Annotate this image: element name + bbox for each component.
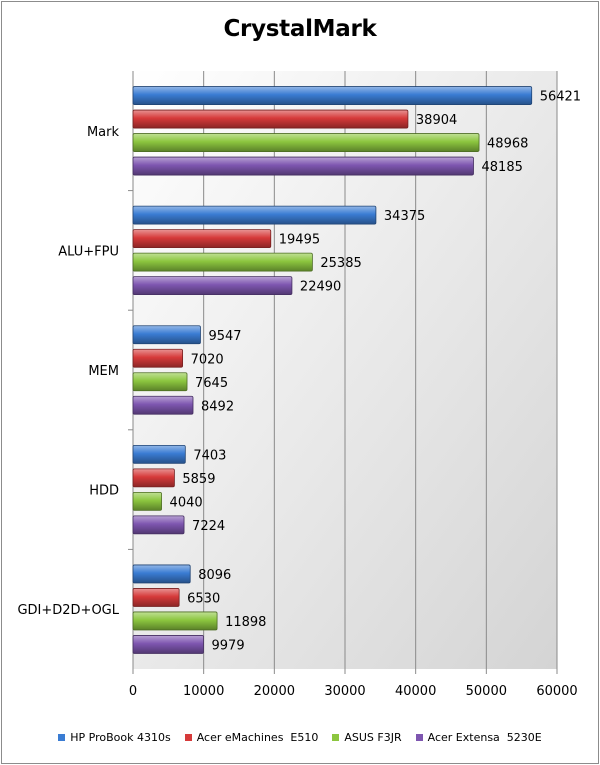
category-label: HDD	[89, 484, 119, 499]
legend-item-acer-emachines-e510: Acer eMachines E510	[184, 731, 319, 744]
data-label: 48185	[482, 160, 523, 175]
data-label: 56421	[540, 90, 581, 105]
x-tick-label: 30000	[324, 684, 365, 699]
data-label: 25385	[320, 256, 361, 271]
bar-alu-fpu-acer-emachines-e510	[132, 229, 272, 249]
bar-alu-fpu-asus-f3jr	[132, 252, 313, 272]
x-tick-label: 40000	[395, 684, 436, 699]
legend-label: HP ProBook 4310s	[70, 731, 171, 744]
bar-mem-acer-extensa-5230e	[132, 395, 194, 415]
data-label: 5859	[182, 472, 215, 487]
data-label: 19495	[279, 233, 320, 248]
category-label: MEM	[88, 364, 119, 379]
bar-gdi-d2d-ogl-acer-extensa-5230e	[132, 635, 204, 654]
data-label: 9547	[208, 329, 241, 344]
bar-gdi-d2d-ogl-hp-probook-4310s	[132, 564, 191, 584]
data-label: 4040	[170, 495, 203, 510]
data-label: 11898	[225, 615, 266, 630]
bar-gdi-d2d-ogl-asus-f3jr	[132, 611, 218, 631]
legend-item-hp-probook-4310s: HP ProBook 4310s	[58, 731, 171, 744]
data-label: 22490	[300, 280, 341, 295]
data-label: 7645	[195, 376, 228, 391]
bar-mark-acer-emachines-e510	[132, 109, 409, 129]
bar-hdd-acer-extensa-5230e	[132, 515, 185, 535]
x-tick-label: 60000	[536, 684, 577, 699]
legend-swatch	[415, 734, 423, 741]
data-label: 6530	[187, 591, 220, 606]
data-label: 8492	[201, 399, 234, 414]
legend-label: ASUS F3JR	[344, 731, 402, 744]
legend-item-asus-f3jr: ASUS F3JR	[332, 731, 402, 744]
bar-mark-asus-f3jr	[132, 133, 480, 152]
category-label: GDI+D2D+OGL	[17, 603, 119, 618]
legend-label: Acer eMachines E510	[196, 731, 319, 744]
legend-item-acer-extensa-5230e: Acer Extensa 5230E	[415, 731, 542, 744]
bar-hdd-hp-probook-4310s	[132, 444, 186, 464]
legend-swatch	[332, 734, 340, 741]
category-label: ALU+FPU	[58, 244, 119, 259]
bar-mark-hp-probook-4310s	[132, 86, 533, 105]
bar-mem-hp-probook-4310s	[132, 325, 201, 345]
x-tick-label: 50000	[466, 684, 507, 699]
bar-hdd-asus-f3jr	[132, 491, 162, 511]
bar-alu-fpu-hp-probook-4310s	[132, 205, 377, 225]
bar-alu-fpu-acer-extensa-5230e	[132, 276, 293, 296]
x-tick-label: 10000	[183, 684, 224, 699]
bar-mem-acer-emachines-e510	[132, 348, 184, 368]
legend: HP ProBook 4310s Acer eMachines E510 ASUS …	[0, 731, 600, 744]
data-label: 7403	[193, 448, 226, 463]
data-label: 8096	[198, 568, 231, 583]
chart-title: CrystalMark	[223, 16, 377, 42]
data-label: 38904	[416, 113, 457, 128]
data-label: 48968	[487, 137, 528, 152]
bar-hdd-acer-emachines-e510	[132, 468, 175, 488]
category-label: Mark	[87, 125, 120, 140]
data-label: 9979	[212, 638, 245, 653]
data-label: 7020	[191, 352, 224, 367]
legend-swatch	[184, 734, 192, 741]
bar-mem-asus-f3jr	[132, 372, 188, 392]
x-tick-label: 20000	[254, 684, 295, 699]
x-tick-label: 0	[129, 684, 137, 699]
bar-mark-acer-extensa-5230e	[132, 156, 474, 176]
data-label: 7224	[192, 519, 225, 534]
legend-swatch	[58, 734, 66, 741]
data-label: 34375	[384, 209, 425, 224]
bar-gdi-d2d-ogl-acer-emachines-e510	[132, 588, 180, 607]
legend-label: Acer Extensa 5230E	[427, 731, 542, 744]
